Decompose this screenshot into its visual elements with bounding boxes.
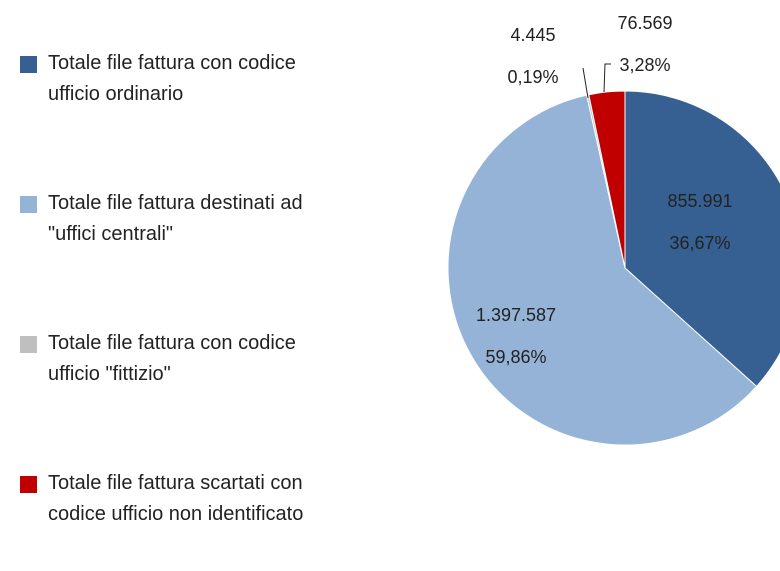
data-label: 855.991: [667, 191, 732, 211]
legend-label: Totale file fattura con codice ufficio "…: [48, 332, 296, 385]
data-label: 1.397.587: [476, 305, 556, 325]
leader-line: [603, 63, 611, 93]
legend-swatch: [20, 56, 37, 73]
legend-swatch: [20, 196, 37, 213]
data-label: 76.569: [617, 13, 672, 33]
data-label: 4.445: [510, 25, 555, 45]
leader-line: [582, 67, 589, 99]
pie-slice: [624, 90, 780, 388]
pie-slice: [447, 94, 758, 446]
legend-label: Totale file fattura destinati ad "uffici…: [48, 192, 303, 245]
legend-swatch: [20, 336, 37, 353]
legend-label: Totale file fattura con codice ufficio o…: [48, 52, 296, 105]
percent-label: 59,86%: [485, 347, 546, 367]
percent-label: 0,19%: [507, 67, 558, 87]
legend-swatch: [20, 476, 37, 493]
pie-slice: [588, 90, 626, 269]
percent-label: 36,67%: [669, 233, 730, 253]
percent-label: 3,28%: [619, 55, 670, 75]
legend-label: Totale file fattura scartati con codice …: [48, 472, 304, 525]
